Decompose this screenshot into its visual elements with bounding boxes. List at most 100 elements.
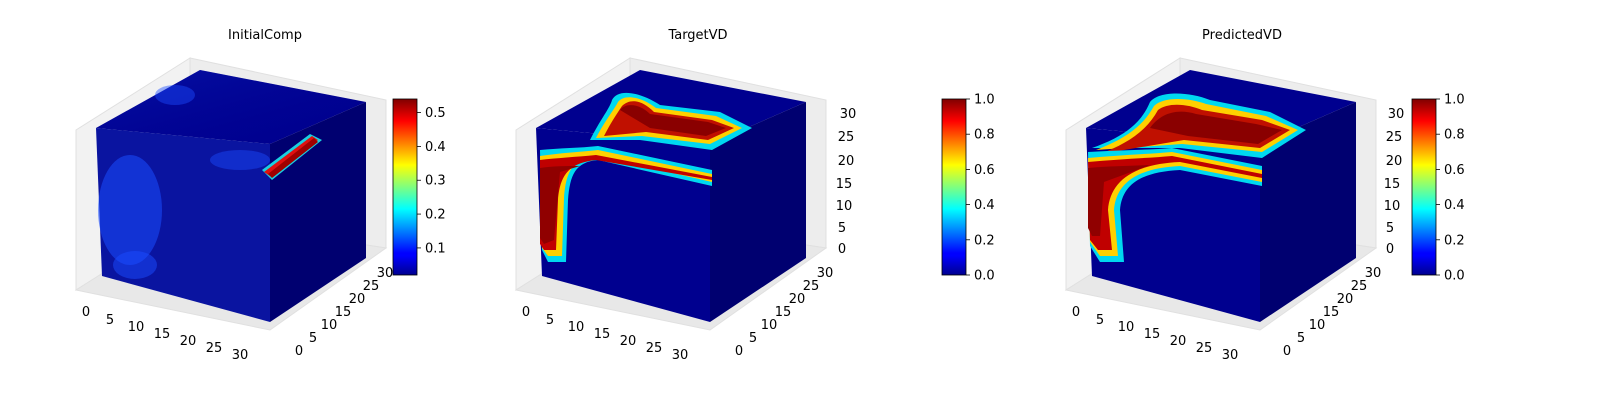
y-tick-label: 30 bbox=[1365, 266, 1382, 281]
y-tick-label: 15 bbox=[1323, 305, 1340, 320]
x-tick-label: 5 bbox=[546, 313, 554, 328]
x-tick-label: 5 bbox=[106, 313, 114, 328]
colorbar-tick-label: 0.0 bbox=[1444, 269, 1465, 284]
y-tick-label: 20 bbox=[1337, 292, 1354, 307]
z-tick-label: 0 bbox=[1386, 242, 1394, 257]
colorbar-tick-label: 0.6 bbox=[974, 163, 995, 178]
x-tick-label: 10 bbox=[568, 320, 585, 335]
y-tick-label: 30 bbox=[377, 266, 394, 281]
z-tick-label: 15 bbox=[836, 177, 853, 192]
z-tick-label: 5 bbox=[1386, 221, 1394, 236]
y-tick-label: 15 bbox=[775, 305, 792, 320]
colorbar-tick-label: 1.0 bbox=[974, 93, 995, 108]
hot-region bbox=[268, 138, 318, 178]
z-tick-label: 25 bbox=[838, 130, 855, 145]
colorbar-tick-label: 1.0 bbox=[1444, 93, 1465, 108]
cube-right-face bbox=[710, 102, 806, 322]
colorbar-tick-label: 0.2 bbox=[1444, 233, 1465, 248]
colorbar-tick-label: 0.6 bbox=[1444, 163, 1465, 178]
colorbar-tick-label: 0.2 bbox=[974, 233, 995, 248]
x-tick-label: 30 bbox=[672, 348, 689, 363]
z-tick-label: 10 bbox=[1384, 199, 1401, 214]
y-tick-label: 5 bbox=[1297, 331, 1305, 346]
y-tick-label: 5 bbox=[309, 331, 317, 346]
colorbar-tick-label: 0.4 bbox=[974, 198, 995, 213]
x-tick-label: 25 bbox=[1196, 341, 1213, 356]
x-tick-label: 10 bbox=[1118, 320, 1135, 335]
z-axis: 0 5 10 15 20 25 30 bbox=[1384, 107, 1405, 257]
z-tick-label: 5 bbox=[838, 221, 846, 236]
y-tick-label: 5 bbox=[749, 331, 757, 346]
x-tick-label: 25 bbox=[646, 341, 663, 356]
chart-title: PredictedVD bbox=[1202, 28, 1282, 43]
y-tick-label: 0 bbox=[735, 344, 743, 359]
chart-title: TargetVD bbox=[667, 28, 727, 43]
x-tick-label: 30 bbox=[1222, 348, 1239, 363]
y-tick-label: 10 bbox=[321, 318, 338, 333]
haze-region bbox=[155, 85, 195, 105]
colorbar-ticks: 0.0 0.2 0.4 0.6 0.8 1.0 bbox=[966, 93, 995, 284]
vessel-region bbox=[1088, 156, 1262, 250]
y-tick-label: 15 bbox=[335, 305, 352, 320]
y-tick-label: 25 bbox=[803, 279, 820, 294]
y-axis: 0 5 10 15 20 25 30 bbox=[295, 266, 393, 359]
y-axis: 0 5 10 15 20 25 30 bbox=[735, 266, 833, 359]
colorbar-gradient bbox=[941, 98, 967, 276]
colorbar-tick-label: 0.1 bbox=[425, 241, 446, 256]
colorbar-gradient bbox=[392, 98, 418, 276]
colorbar-ticks: 0.0 0.2 0.4 0.6 0.8 1.0 bbox=[1436, 93, 1465, 284]
x-tick-label: 20 bbox=[1170, 334, 1187, 349]
x-tick-label: 20 bbox=[180, 334, 197, 349]
z-tick-label: 0 bbox=[838, 242, 846, 257]
y-tick-label: 20 bbox=[789, 292, 806, 307]
x-axis: 0 5 10 15 20 25 30 bbox=[1072, 305, 1238, 363]
x-tick-label: 10 bbox=[128, 320, 145, 335]
x-tick-label: 15 bbox=[154, 327, 171, 342]
colorbar-ticks: 0.1 0.2 0.3 0.4 0.5 bbox=[417, 106, 446, 256]
vessel-region bbox=[540, 146, 712, 262]
cube-front-face bbox=[536, 128, 710, 322]
colorbar-tick-label: 0.0 bbox=[974, 269, 995, 284]
vessel-region bbox=[620, 105, 726, 136]
cube-top-shade bbox=[96, 70, 366, 144]
x-tick-label: 20 bbox=[620, 334, 637, 349]
colorbar-tick-label: 0.5 bbox=[425, 106, 446, 121]
z-tick-label: 15 bbox=[1384, 177, 1401, 192]
colorbar-tick-label: 0.4 bbox=[1444, 198, 1465, 213]
colorbar-tick-label: 0.2 bbox=[425, 208, 446, 223]
haze-region bbox=[113, 251, 157, 279]
y-tick-label: 0 bbox=[295, 344, 303, 359]
x-tick-label: 30 bbox=[232, 348, 249, 363]
z-tick-label: 30 bbox=[840, 107, 857, 122]
colorbar-gradient bbox=[1411, 98, 1437, 276]
colorbar-tick-label: 0.4 bbox=[425, 140, 446, 155]
z-tick-label: 20 bbox=[1386, 154, 1403, 169]
z-tick-label: 25 bbox=[1386, 130, 1403, 145]
vessel-region bbox=[540, 155, 712, 250]
y-tick-label: 10 bbox=[761, 318, 778, 333]
cube-right-face bbox=[1260, 102, 1356, 322]
panel-initialcomp: InitialComp 0 5 10 15 20 25 30 0 bbox=[74, 28, 446, 363]
y-tick-label: 0 bbox=[1283, 344, 1291, 359]
y-tick-label: 25 bbox=[1351, 279, 1368, 294]
z-tick-label: 10 bbox=[836, 199, 853, 214]
y-tick-label: 20 bbox=[349, 292, 366, 307]
colorbar-tick-label: 0.8 bbox=[974, 128, 995, 143]
z-tick-label: 30 bbox=[1388, 107, 1405, 122]
vessel-region bbox=[1088, 165, 1150, 236]
y-tick-label: 10 bbox=[1309, 318, 1326, 333]
x-tick-label: 15 bbox=[594, 327, 611, 342]
colorbar: 0.0 0.2 0.4 0.6 0.8 1.0 bbox=[1411, 93, 1465, 284]
colorbar-tick-label: 0.8 bbox=[1444, 128, 1465, 143]
y-tick-label: 30 bbox=[817, 266, 834, 281]
haze-region bbox=[210, 150, 270, 170]
colorbar-tick-label: 0.3 bbox=[425, 174, 446, 189]
x-tick-label: 25 bbox=[206, 341, 223, 356]
colorbar: 0.1 0.2 0.3 0.4 0.5 bbox=[392, 98, 446, 276]
y-axis: 0 5 10 15 20 25 30 bbox=[1283, 266, 1381, 359]
vessel-region bbox=[1150, 111, 1282, 144]
x-axis: 0 5 10 15 20 25 30 bbox=[522, 305, 688, 363]
colorbar: 0.0 0.2 0.4 0.6 0.8 1.0 bbox=[941, 93, 995, 284]
panel-predictedvd: PredictedVD 0 5 10 15 20 25 30 0 5 10 bbox=[1064, 28, 1465, 363]
